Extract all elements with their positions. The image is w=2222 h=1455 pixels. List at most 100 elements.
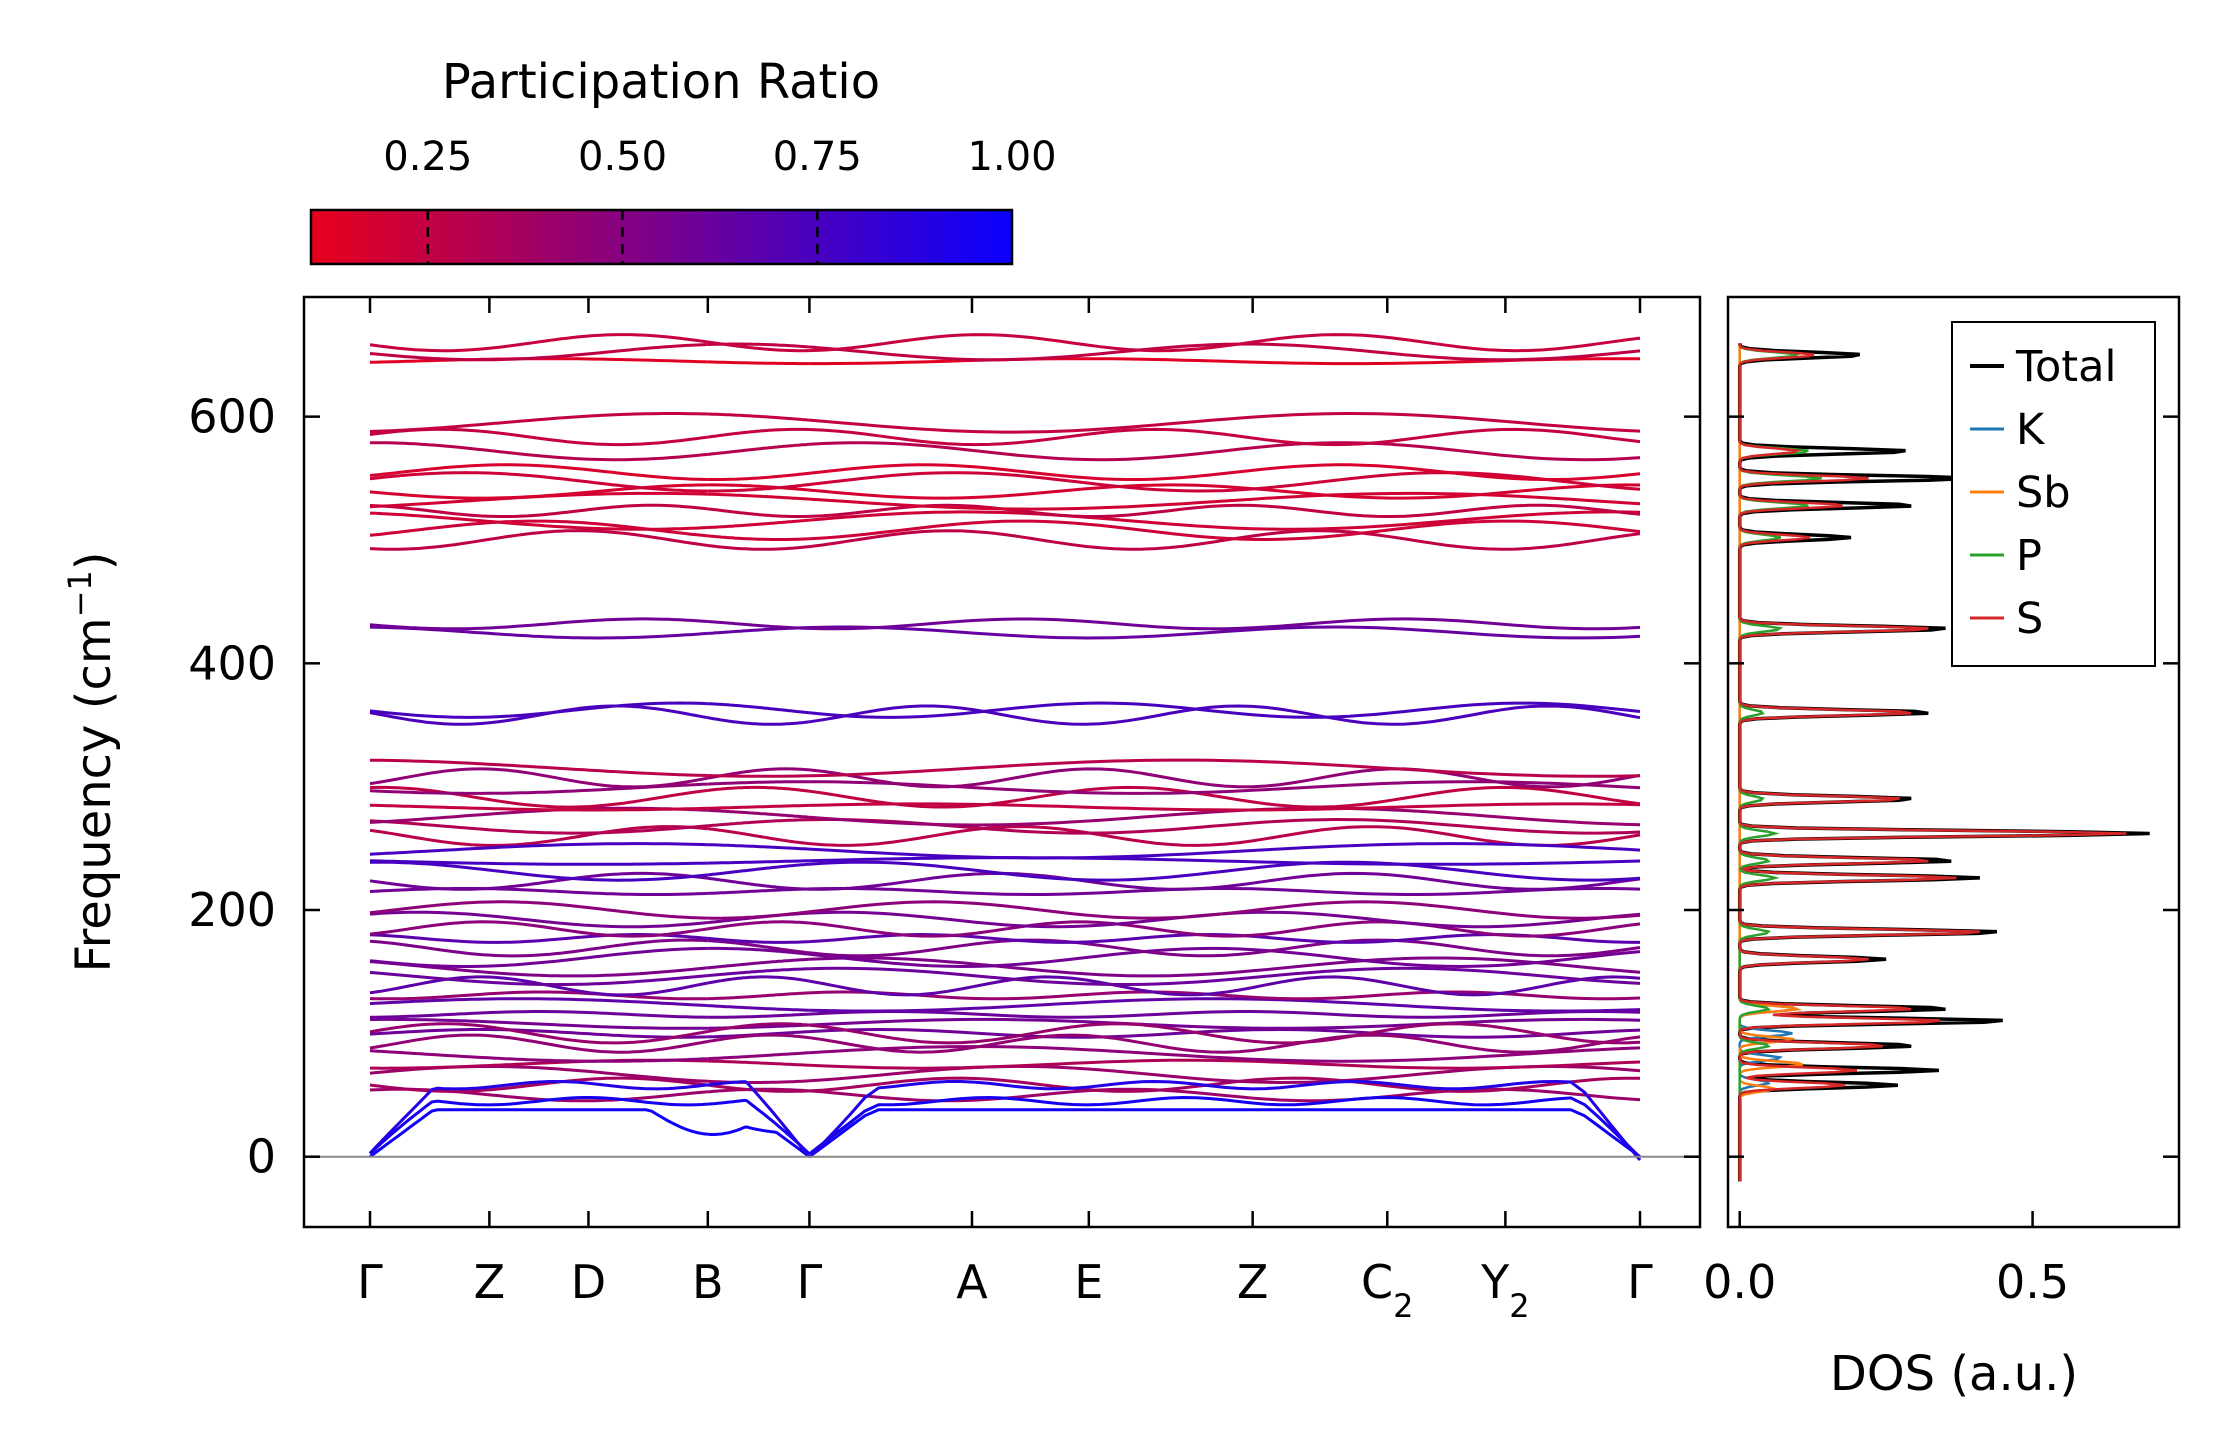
band-line xyxy=(369,819,708,835)
band-x-tick-label: D xyxy=(571,1255,606,1309)
band-line xyxy=(707,483,810,492)
band-line xyxy=(809,519,1641,542)
band-line xyxy=(809,785,1641,809)
band-line xyxy=(369,825,708,847)
band-line xyxy=(369,900,708,920)
band-line xyxy=(369,990,708,1001)
dos-y-ticks xyxy=(1728,415,2179,1158)
band-line xyxy=(707,544,810,551)
band-line xyxy=(369,938,708,958)
band-line xyxy=(369,412,708,433)
band-line xyxy=(368,1096,708,1155)
band-line xyxy=(369,946,708,968)
dos-x-ticks: 0.0 0.5 xyxy=(1703,1211,2069,1309)
band-line xyxy=(707,1051,810,1061)
band-line xyxy=(809,1058,1641,1070)
band-line xyxy=(369,997,708,1008)
band-line xyxy=(707,939,810,955)
band-line xyxy=(707,412,810,422)
band-x-tick-label: Y2 xyxy=(1480,1255,1529,1325)
colorbar-title: Participation Ratio xyxy=(442,54,880,110)
band-line xyxy=(707,716,810,726)
band-line xyxy=(809,483,1641,500)
band-x-tick-label: Z xyxy=(1237,1255,1269,1309)
band-line xyxy=(707,780,810,786)
band-x-tick-label: Γ xyxy=(1627,1255,1653,1309)
band-line xyxy=(369,511,708,531)
band-line xyxy=(707,827,810,846)
band-line xyxy=(369,333,709,353)
band-x-tick-label: A xyxy=(956,1255,988,1309)
band-line xyxy=(369,701,708,719)
band-structure-panel: Γ Z D B Γ A E Z C2 Y2 Γ 0 200 400 600 Frequency (cm−1… xyxy=(61,295,1702,1325)
band-line xyxy=(370,860,708,882)
band-line xyxy=(809,1045,1641,1063)
band-y-tick-label: 200 xyxy=(188,883,276,937)
band-line xyxy=(707,620,810,630)
legend-label-k: K xyxy=(2016,405,2046,455)
band-line xyxy=(809,427,1641,447)
band-line xyxy=(369,463,708,481)
band-line xyxy=(809,701,1641,719)
band-line xyxy=(369,803,708,812)
dos-x-tick-label: 0.5 xyxy=(1996,1255,2069,1309)
band-line xyxy=(808,1095,1642,1159)
band-line xyxy=(809,1022,1641,1045)
band-panel-frame xyxy=(302,295,1702,1229)
band-x-tick-label: C2 xyxy=(1361,1255,1413,1325)
band-line xyxy=(369,529,709,551)
band-line xyxy=(369,1022,709,1045)
band-line xyxy=(809,342,1641,362)
colorbar-tick-label: 1.00 xyxy=(967,134,1056,180)
band-line xyxy=(809,1027,1641,1039)
band-line xyxy=(809,966,1641,986)
band-line xyxy=(809,529,1641,551)
band-line xyxy=(370,1010,708,1019)
band-line xyxy=(707,975,810,985)
band-line xyxy=(369,920,709,938)
band-y-tick-label: 600 xyxy=(188,390,276,444)
band-line xyxy=(369,471,708,493)
band-line xyxy=(707,876,810,891)
band-y-tick-label: 0 xyxy=(247,1130,276,1184)
band-line xyxy=(809,900,1641,920)
dos-panel: 0.0 0.5 DOS (a.u.) Total K Sb PS xyxy=(1703,295,2181,1402)
band-line xyxy=(809,1009,1641,1019)
band-x-tick-label: E xyxy=(1074,1255,1103,1309)
band-line xyxy=(707,1083,810,1093)
band-line xyxy=(369,859,708,866)
dos-x-axis-title: DOS (a.u.) xyxy=(1830,1346,2078,1402)
colorbar-ticks: 0.25 0.50 0.75 1.00 xyxy=(383,134,1057,264)
band-line xyxy=(707,442,810,456)
band-line xyxy=(707,427,810,439)
colorbar-gradient xyxy=(309,208,1014,266)
band-line xyxy=(369,887,708,896)
dos-panel-frame xyxy=(1726,295,2181,1229)
band-line xyxy=(809,938,1641,958)
band-line xyxy=(809,758,1641,778)
band-line xyxy=(809,463,1641,481)
band-line xyxy=(707,507,810,518)
band-line xyxy=(707,1059,810,1067)
band-line xyxy=(809,1017,1641,1030)
band-line xyxy=(369,617,708,631)
band-x-ticks: Γ Z D B Γ A E Z C2 Y2 Γ xyxy=(357,297,1653,1325)
band-line xyxy=(809,975,1641,997)
band-line xyxy=(369,483,708,500)
band-line xyxy=(809,1033,1641,1054)
band-line xyxy=(809,333,1641,353)
band-line xyxy=(809,617,1641,631)
band-line xyxy=(809,1076,1640,1093)
legend-label-p: P xyxy=(2016,531,2042,581)
band-line xyxy=(809,441,1641,462)
band-line xyxy=(707,859,810,865)
band-y-tick-label: 400 xyxy=(188,636,276,690)
band-line xyxy=(707,936,810,944)
band-line xyxy=(809,842,1641,860)
y-axis-title: Frequency (cm−1) xyxy=(61,551,122,972)
band-line xyxy=(809,491,1641,511)
band-line xyxy=(809,946,1641,969)
colorbar-tick-label: 0.25 xyxy=(383,134,472,180)
band-line xyxy=(369,842,708,856)
